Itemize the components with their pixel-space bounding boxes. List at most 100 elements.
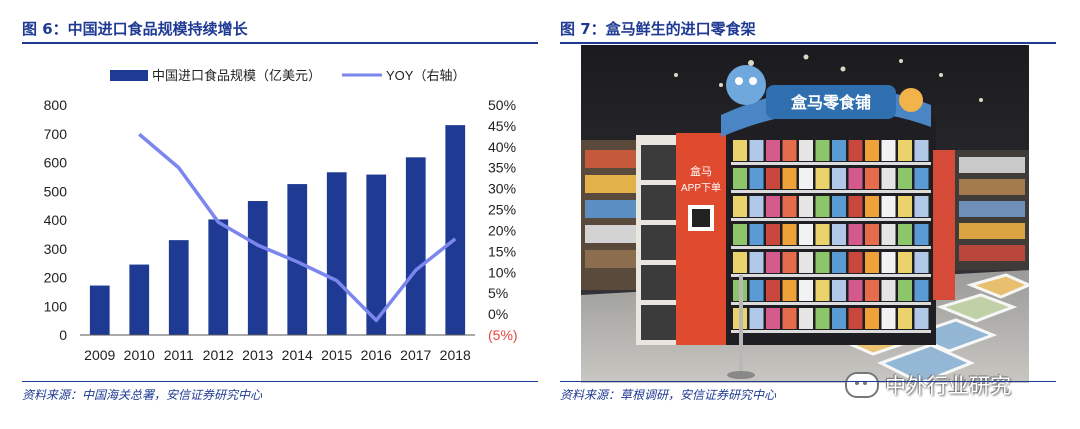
product-package [749, 140, 764, 161]
product-package [881, 280, 896, 301]
import-food-chart: 中国进口食品规模（亿美元） YOY（右轴） 0 100 200 300 400 500 600… [44, 68, 518, 363]
right-tick-label: 0% [488, 306, 508, 322]
x-tick-label: 2018 [440, 347, 471, 363]
right-tick-label: 15% [488, 243, 516, 259]
product-package [799, 308, 813, 329]
product-package [766, 280, 780, 301]
left-tick-label: 400 [44, 212, 68, 228]
x-tick-label: 2016 [361, 347, 392, 363]
product-package [848, 280, 863, 301]
product-package [749, 168, 764, 189]
left-tick-label: 0 [59, 327, 67, 343]
x-tick-label: 2012 [203, 347, 234, 363]
hema-snack-shelf-photo: 盒马 APP下单 盒马零食铺 [581, 45, 1029, 383]
x-tick-label: 2013 [242, 347, 273, 363]
product-package [749, 308, 764, 329]
product-package [766, 168, 780, 189]
product-package [766, 140, 780, 161]
watermark-text: 中外行业研究 [885, 374, 1011, 398]
figure-7-bottom-rule [560, 381, 1056, 382]
x-tick-label: 2011 [164, 347, 194, 363]
product-package [898, 308, 912, 329]
right-tick-label: 20% [488, 222, 516, 238]
product-package [733, 168, 747, 189]
product-package [782, 140, 797, 161]
product-package [914, 280, 929, 301]
product-package [799, 168, 813, 189]
bar [326, 172, 347, 335]
product-package [881, 196, 896, 217]
left-tick-label: 300 [44, 241, 68, 257]
product-package [832, 280, 846, 301]
product-package [799, 196, 813, 217]
legend-label-line: YOY（右轴） [386, 68, 465, 83]
product-package [865, 140, 879, 161]
legend-swatch-bar [110, 70, 148, 81]
shelf-edge [731, 274, 931, 277]
product-package [848, 224, 863, 245]
product-package [766, 252, 780, 273]
product-package [881, 252, 896, 273]
shelf-edge [731, 162, 931, 165]
bar [247, 201, 268, 335]
product-package [815, 280, 830, 301]
product-package [914, 140, 929, 161]
left-tick-label: 100 [44, 298, 68, 314]
product-package [815, 196, 830, 217]
product-package [848, 140, 863, 161]
right-tick-label: 40% [488, 139, 516, 155]
bar [287, 184, 308, 335]
product-package [914, 224, 929, 245]
store-sign-text: 盒马零食铺 [791, 93, 871, 112]
product-package [733, 196, 747, 217]
bar [445, 125, 466, 335]
product-package [898, 140, 912, 161]
product-package [914, 308, 929, 329]
right-tick-label: 25% [488, 202, 516, 218]
figure-7-source: 资料来源：草根调研，安信证券研究中心 [560, 388, 777, 402]
figure-6-bottom-rule [22, 381, 538, 382]
product-package [881, 224, 896, 245]
right-tick-label: 35% [488, 160, 516, 176]
shelf-edge [731, 330, 931, 333]
left-tick-label: 500 [44, 183, 68, 199]
product-package [865, 252, 879, 273]
x-tick-label: 2009 [84, 347, 115, 363]
product-package [898, 252, 912, 273]
product-package [865, 280, 879, 301]
product-package [749, 196, 764, 217]
product-package [881, 140, 896, 161]
right-tick-label: 5% [488, 285, 508, 301]
product-package [865, 196, 879, 217]
right-tick-label: 10% [488, 264, 516, 280]
product-package [865, 168, 879, 189]
left-axis: 0 100 200 300 400 500 600 700 800 [44, 97, 68, 343]
product-package [782, 168, 797, 189]
x-tick-label: 2015 [321, 347, 352, 363]
line-series [138, 132, 457, 323]
product-package [733, 224, 747, 245]
product-package [832, 224, 846, 245]
figure-7-title-rule [560, 42, 1056, 44]
right-axis: (5%) 0% 5% 10% 15% 20% 25% 30% 35% 40% 45% 50% [488, 97, 518, 343]
left-tick-label: 200 [44, 270, 68, 286]
product-package [766, 308, 780, 329]
product-package [832, 140, 846, 161]
product-package [799, 252, 813, 273]
legend-label-bar: 中国进口食品规模（亿美元） [152, 68, 321, 83]
product-package [898, 224, 912, 245]
chart-legend: 中国进口食品规模（亿美元） YOY（右轴） [110, 68, 465, 83]
product-package [749, 280, 764, 301]
product-package [865, 224, 879, 245]
product-package [815, 168, 830, 189]
product-package [898, 168, 912, 189]
app-sign-line1: 盒马 [690, 164, 712, 178]
figure-6-source: 资料来源：中国海关总署，安信证券研究中心 [22, 388, 263, 402]
shelf-edge [731, 246, 931, 249]
product-package [914, 196, 929, 217]
x-axis: 2009 2010 2011 2012 2013 2014 2015 2016 2017 2018 [80, 334, 475, 363]
bar [208, 219, 229, 335]
yoy-line [138, 132, 457, 323]
product-package [848, 168, 863, 189]
product-package [799, 140, 813, 161]
